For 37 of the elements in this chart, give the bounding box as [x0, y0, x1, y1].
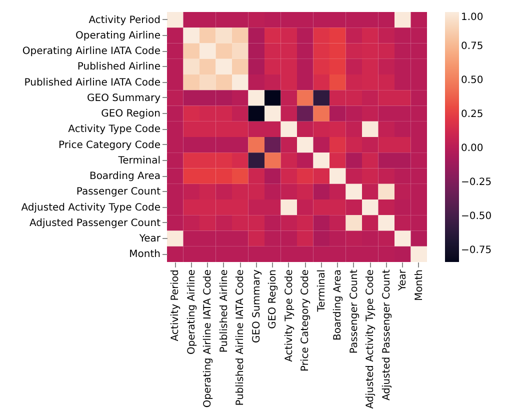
- y-tick-label: Passenger Count: [76, 186, 161, 198]
- y-tick-label: GEO Summary: [87, 92, 161, 104]
- y-tick-label: Operating Airline: [76, 30, 160, 42]
- x-tick-label: Month: [414, 270, 425, 301]
- y-tick-label: Operating Airline IATA Code: [22, 46, 160, 58]
- y-tick-label: GEO Region: [101, 108, 160, 120]
- color-bar-label: 0.50: [461, 74, 484, 86]
- y-tick-label: Terminal: [117, 155, 160, 166]
- x-tick-label: GEO Region: [268, 270, 279, 329]
- x-tick-label: GEO Summary: [251, 269, 262, 343]
- x-tick-label: Adjusted Passenger Count: [381, 269, 392, 401]
- x-tick-label: Passenger Count: [348, 269, 360, 354]
- x-tick-label: Activity Type Code: [284, 270, 295, 362]
- y-tick-label: Activity Type Code: [68, 124, 160, 136]
- x-tick-label: Price Category Code: [300, 270, 312, 372]
- color-bar-label: 0.75: [461, 40, 484, 52]
- x-tick-label: Terminal: [316, 270, 328, 313]
- color-bar-label: −0.50: [461, 210, 492, 222]
- x-tick-label: Year: [398, 268, 409, 292]
- color-bar-label: −0.75: [461, 244, 492, 256]
- x-tick-label: Adjusted Activity Type Code: [365, 270, 376, 409]
- y-tick-label: Month: [129, 249, 160, 260]
- x-tick-label: Published Airline: [218, 270, 230, 353]
- y-tick-label: Adjusted Passenger Count: [29, 218, 161, 229]
- color-bar-label: −0.25: [461, 176, 492, 188]
- y-tick-label: Boarding Area: [89, 171, 160, 182]
- y-tick-label: Published Airline IATA Code: [24, 77, 160, 88]
- color-bar-label: 0.25: [461, 108, 484, 120]
- y-tick-label: Activity Period: [88, 14, 160, 26]
- x-tick-label: Published Airline IATA Code: [235, 270, 246, 406]
- y-tick-label: Year: [138, 234, 162, 245]
- y-tick-label: Price Category Code: [58, 140, 160, 151]
- y-tick-label: Published Airline: [77, 62, 160, 73]
- y-tick-label: Adjusted Activity Type Code: [21, 202, 160, 214]
- color-bar-label: 0.00: [461, 142, 484, 154]
- color-bar-label: 1.00: [461, 12, 484, 23]
- x-tick-label: Boarding Area: [332, 270, 344, 341]
